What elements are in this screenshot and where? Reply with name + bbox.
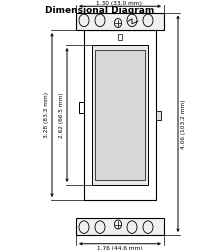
Bar: [118, 34, 122, 40]
Text: 2.62 (66.5 mm): 2.62 (66.5 mm): [59, 92, 64, 138]
Bar: [76, 12, 164, 30]
Text: 1.30 (33.0 mm): 1.30 (33.0 mm): [96, 1, 142, 6]
Bar: [92, 45, 148, 185]
Bar: [156, 111, 161, 120]
Text: Dimensional Diagram: Dimensional Diagram: [45, 6, 155, 15]
Bar: [95, 50, 145, 180]
Text: 1.76 (44.6 mm): 1.76 (44.6 mm): [97, 246, 143, 250]
Bar: [76, 218, 164, 235]
Bar: [84, 30, 156, 200]
Text: 4.06 (103.2 mm): 4.06 (103.2 mm): [181, 99, 186, 148]
Text: 3.28 (83.3 mm): 3.28 (83.3 mm): [44, 92, 49, 138]
